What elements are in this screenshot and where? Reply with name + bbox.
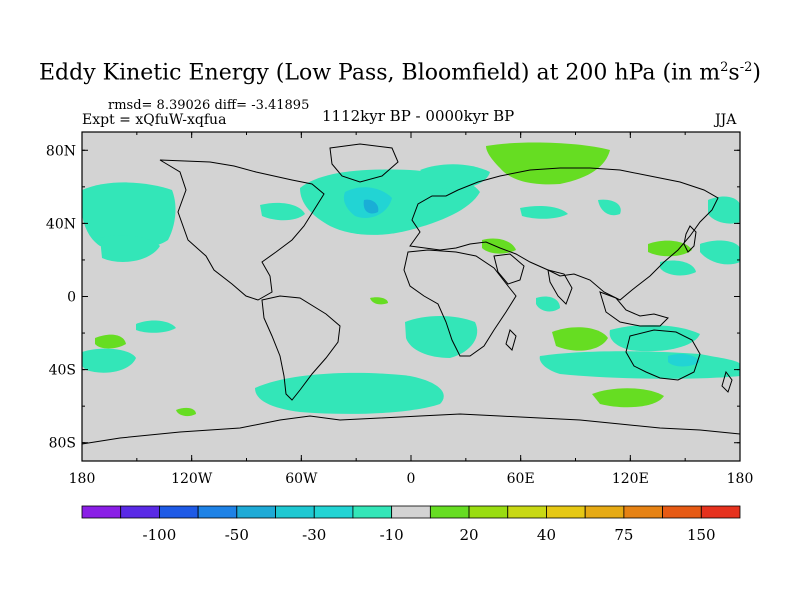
new-zealand-coast bbox=[721, 370, 733, 393]
lat-tick-label: 80S bbox=[49, 436, 76, 452]
anomaly-patch-scandinavia bbox=[420, 164, 490, 190]
colorbar-label: -30 bbox=[302, 526, 326, 544]
colorbar-swatch bbox=[507, 505, 547, 519]
lon-tick-label: 120W bbox=[171, 471, 213, 487]
colorbar-label: 20 bbox=[460, 526, 479, 544]
colorbar-swatch bbox=[159, 505, 199, 519]
southeast-asia-coast bbox=[599, 291, 669, 327]
chart-title: Eddy Kinetic Energy (Low Pass, Bloomfiel… bbox=[39, 60, 761, 86]
anomaly-patch-west-pacific bbox=[708, 196, 740, 224]
lon-tick-label: 0 bbox=[407, 471, 416, 487]
anomaly-patch-south-atlantic bbox=[405, 316, 478, 358]
greenland-coast bbox=[329, 143, 399, 183]
experiment-label: Expt = xQfuW-xqfua bbox=[82, 112, 227, 128]
colorbar-swatch bbox=[391, 505, 431, 519]
anomaly-patch-japan bbox=[648, 240, 692, 257]
colorbar bbox=[81, 505, 741, 519]
north-america-coast bbox=[159, 159, 325, 301]
colorbar-label: -100 bbox=[143, 526, 177, 544]
anomaly-patch-indian-ocean bbox=[536, 296, 560, 312]
lon-tick-label: 60W bbox=[285, 471, 318, 487]
africa-coast bbox=[403, 249, 517, 357]
colorbar-label: 40 bbox=[537, 526, 556, 544]
colorbar-swatch bbox=[429, 505, 470, 519]
season-label: JJA bbox=[715, 112, 737, 128]
anomaly-patch-north-atlantic-center bbox=[363, 199, 379, 214]
anomaly-patch-south-indian-green bbox=[552, 327, 608, 351]
lat-tick-label: 80N bbox=[46, 143, 76, 159]
lon-tick-label: 120E bbox=[612, 471, 649, 487]
anomaly-patch-middle-east bbox=[482, 238, 516, 254]
anomaly-patch-south-pacific-green bbox=[95, 334, 126, 349]
colorbar-label: 150 bbox=[687, 526, 716, 544]
lat-tick-label: 0 bbox=[67, 290, 76, 306]
colorbar-swatch bbox=[236, 505, 276, 519]
anomaly-patch-central-asia bbox=[520, 206, 568, 219]
lat-tick-label: 40S bbox=[49, 363, 76, 379]
coastlines bbox=[81, 143, 741, 445]
colorbar-labels: -100 -50 -30 -10 20 40 75 150 bbox=[143, 526, 716, 544]
anomaly-patch-arctic bbox=[486, 142, 610, 185]
colorbar-swatch bbox=[352, 505, 393, 519]
europe-asia-coast bbox=[409, 167, 719, 301]
anomaly-patch-south-indian bbox=[609, 325, 700, 352]
axis-tick-labels: 80N 40N 0 40S 80S 180 120W 60W 0 60E 120E 180 bbox=[46, 143, 753, 487]
colorbar-swatch bbox=[662, 505, 702, 519]
arabia-coast bbox=[493, 253, 525, 285]
anomaly-patch-pacific-east bbox=[700, 240, 740, 265]
colorbar-swatch bbox=[468, 505, 509, 519]
axis-ticks bbox=[81, 132, 741, 461]
colorbar-label: -50 bbox=[225, 526, 249, 544]
india-coast bbox=[547, 269, 573, 305]
anomaly-patches bbox=[82, 142, 740, 417]
anomaly-patch-canada bbox=[260, 202, 305, 221]
lon-tick-label: 60E bbox=[507, 471, 535, 487]
anomaly-patch-east-china bbox=[660, 260, 696, 276]
colorbar-swatch bbox=[623, 505, 663, 519]
anomaly-patch-south-pacific bbox=[82, 348, 136, 373]
anomaly-patch-southern-ocean bbox=[255, 372, 444, 414]
colorbar-swatch bbox=[313, 505, 354, 519]
colorbar-label: 75 bbox=[614, 526, 633, 544]
anomaly-patch-siberia bbox=[598, 199, 621, 216]
lon-tick-label: 180 bbox=[727, 471, 754, 487]
period-label: 1112kyr BP - 0000kyr BP bbox=[322, 107, 515, 125]
anomaly-patch-tropical-atlantic bbox=[370, 297, 388, 305]
stats-text: rmsd= 8.39026 diff= -3.41895 bbox=[108, 98, 310, 113]
australia-coast bbox=[625, 329, 701, 381]
anomaly-patch-australia-core bbox=[668, 354, 700, 367]
south-america-coast bbox=[261, 295, 341, 401]
anomaly-patch-north-pacific bbox=[82, 182, 176, 250]
colorbar-swatch bbox=[120, 505, 160, 519]
anomaly-patch-south-pacific-2 bbox=[136, 320, 176, 333]
colorbar-swatch bbox=[275, 505, 315, 519]
anomaly-patch-north-pacific-2 bbox=[100, 235, 160, 262]
antarctica-coast bbox=[81, 413, 741, 445]
colorbar-swatch bbox=[81, 505, 122, 519]
anomaly-patch-southern-indian-green bbox=[592, 388, 664, 408]
colorbar-label: -10 bbox=[380, 526, 404, 544]
lon-tick-label: 180 bbox=[69, 471, 96, 487]
lat-tick-label: 40N bbox=[46, 216, 76, 232]
colorbar-swatch bbox=[546, 505, 586, 519]
colorbar-swatch bbox=[197, 505, 238, 519]
anomaly-patch-southern-pacific-green bbox=[176, 407, 196, 417]
colorbar-swatch bbox=[700, 505, 741, 519]
colorbar-swatch bbox=[584, 505, 625, 519]
japan-coast bbox=[683, 225, 697, 253]
madagascar-coast bbox=[505, 329, 517, 351]
